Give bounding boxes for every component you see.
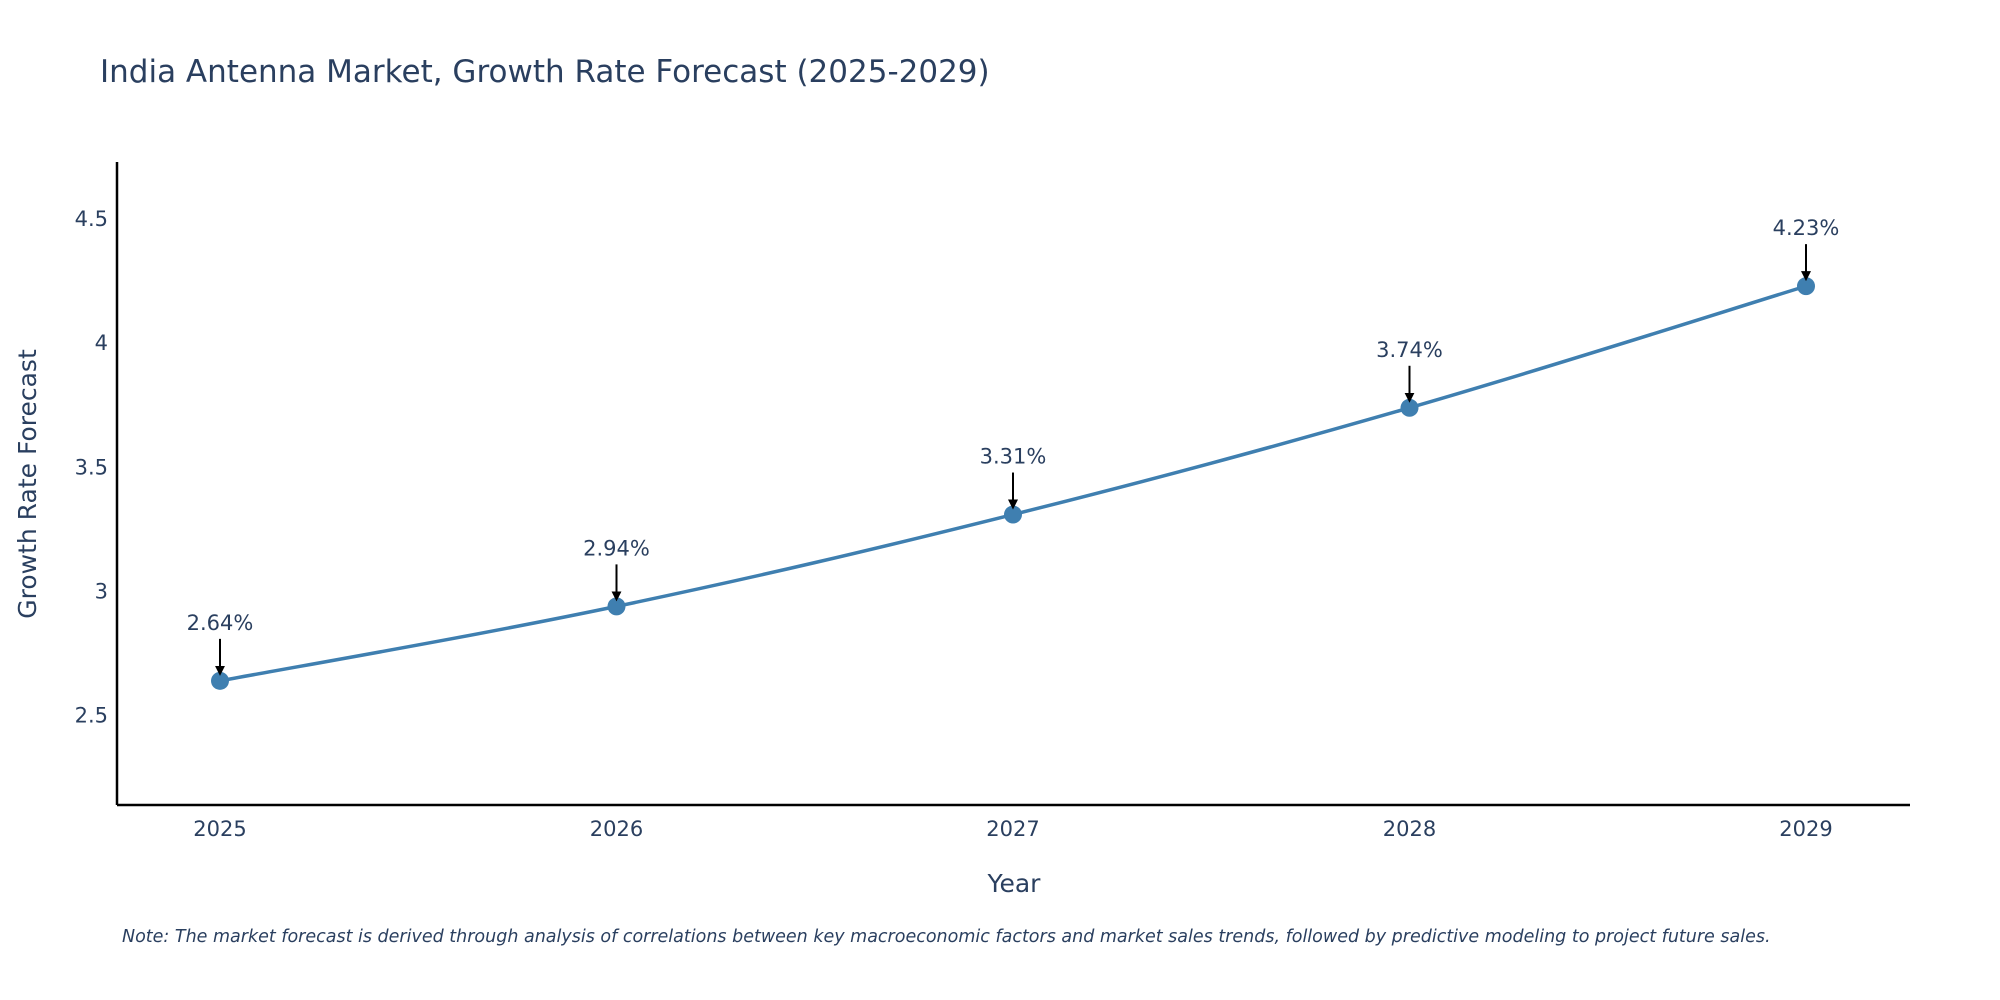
data-point: [1004, 505, 1022, 524]
y-tick-label: 2.5: [75, 704, 108, 728]
x-axis-ticks: 2025 2026 2027 2028 2029: [193, 817, 1832, 841]
data-point: [1797, 277, 1815, 296]
data-label: 2.64%: [187, 611, 254, 635]
y-axis-title: Growth Rate Forecast: [13, 349, 42, 619]
x-tick-label: 2025: [193, 817, 246, 841]
data-label: 3.74%: [1376, 338, 1443, 362]
data-point: [1400, 398, 1419, 417]
data-point: [607, 597, 626, 616]
y-axis-ticks: 2.5 3 3.5 4 4.5: [75, 207, 108, 728]
y-tick-label: 4.5: [75, 207, 108, 231]
data-point: [211, 671, 229, 690]
x-axis-title: Year: [987, 869, 1042, 898]
x-tick-label: 2027: [986, 817, 1039, 841]
x-tick-label: 2029: [1779, 817, 1832, 841]
data-markers: [211, 277, 1815, 690]
y-tick-label: 3.5: [75, 455, 108, 479]
data-label: 2.94%: [583, 536, 650, 560]
y-tick-label: 4: [95, 331, 108, 355]
x-tick-label: 2028: [1383, 817, 1436, 841]
chart-note: Note: The market forecast is derived thr…: [122, 927, 1771, 947]
y-tick-label: 3: [95, 579, 108, 603]
data-label: 4.23%: [1773, 216, 1840, 240]
data-annotations: 2.64% 2.94% 3.31% 3.74% 4.23%: [187, 216, 1840, 676]
x-tick-label: 2026: [590, 817, 643, 841]
data-label: 3.31%: [980, 445, 1047, 469]
chart-title: India Antenna Market, Growth Rate Foreca…: [100, 54, 990, 90]
